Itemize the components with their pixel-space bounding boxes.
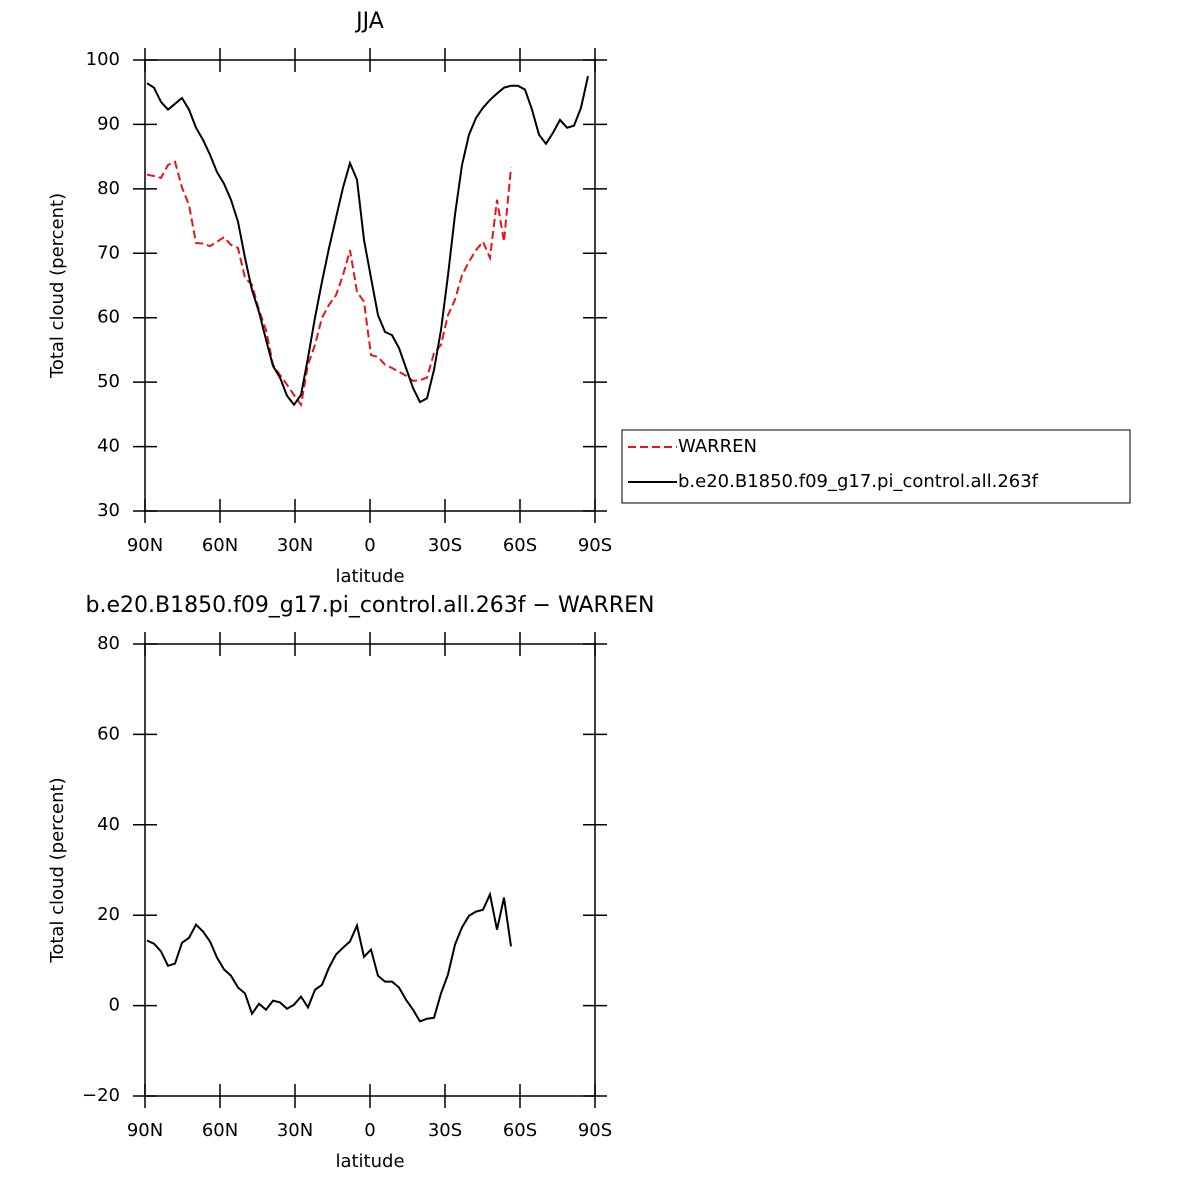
x-tick-label: 30N: [277, 1120, 313, 1141]
x-tick-label: 30S: [428, 535, 462, 556]
y-axis-label: Total cloud (percent): [47, 193, 68, 379]
x-tick-label: 30S: [428, 1120, 462, 1141]
y-axis-label: Total cloud (percent): [47, 777, 68, 963]
y-tick-label: 80: [97, 633, 120, 654]
legend-label: b.e20.B1850.f09_g17.pi_control.all.263f: [678, 471, 1039, 492]
y-tick-label: 40: [97, 436, 120, 457]
chart-title: JJA: [354, 9, 384, 34]
x-tick-label: 90N: [127, 1120, 163, 1141]
data-line: [146, 160, 512, 408]
y-tick-label: −20: [82, 1085, 120, 1106]
plot-frame: [144, 59, 596, 512]
y-tick-label: 70: [97, 242, 120, 263]
y-tick-label: 50: [97, 371, 120, 392]
legend-frame: [621, 429, 1131, 504]
y-tick-label: 0: [109, 995, 120, 1016]
y-tick-label: 60: [97, 307, 120, 328]
y-tick-label: 40: [97, 814, 120, 835]
x-tick-label: 60S: [503, 535, 537, 556]
x-axis-label: latitude: [335, 1151, 404, 1172]
x-axis-label: latitude: [335, 566, 404, 587]
x-tick-label: 60S: [503, 1120, 537, 1141]
legend-label: WARREN: [678, 436, 757, 457]
chart-title: b.e20.B1850.f09_g17.pi_control.all.263f …: [86, 593, 655, 618]
x-tick-label: 0: [364, 1120, 375, 1141]
x-tick-label: 0: [364, 535, 375, 556]
y-tick-label: 60: [97, 723, 120, 744]
x-tick-label: 90N: [127, 535, 163, 556]
x-tick-label: 30N: [277, 535, 313, 556]
plot-frame: [144, 643, 596, 1097]
y-tick-label: 80: [97, 178, 120, 199]
y-tick-label: 90: [97, 113, 120, 134]
x-tick-label: 90S: [578, 1120, 612, 1141]
x-tick-label: 90S: [578, 535, 612, 556]
y-tick-label: 20: [97, 904, 120, 925]
x-tick-label: 60N: [202, 535, 238, 556]
x-tick-label: 60N: [202, 1120, 238, 1141]
data-line: [146, 75, 589, 407]
data-line: [146, 891, 512, 1023]
y-tick-label: 30: [97, 500, 120, 521]
y-tick-label: 100: [86, 49, 120, 70]
